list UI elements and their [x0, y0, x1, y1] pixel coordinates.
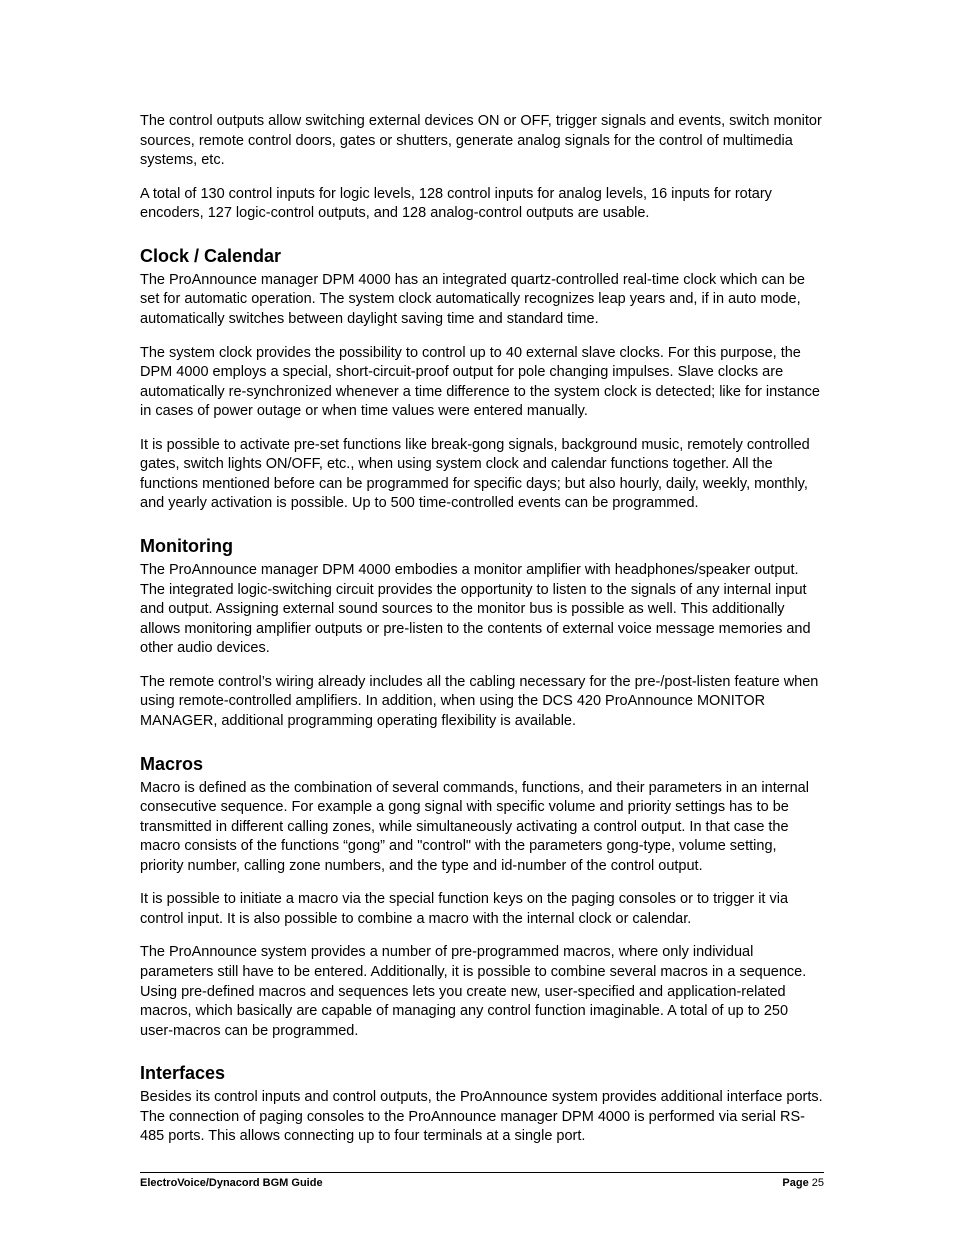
footer-page-number: 25	[812, 1177, 824, 1189]
document-page: The control outputs allow switching exte…	[0, 0, 954, 1235]
paragraph: The ProAnnounce system provides a number…	[140, 943, 824, 1041]
paragraph: A total of 130 control inputs for logic …	[140, 185, 824, 224]
paragraph: Macro is defined as the combination of s…	[140, 779, 824, 877]
heading-macros: Macros	[140, 754, 824, 775]
footer-page: Page 25	[782, 1177, 824, 1189]
paragraph: It is possible to activate pre-set funct…	[140, 436, 824, 514]
footer-row: ElectroVoice/Dynacord BGM Guide Page 25	[140, 1173, 824, 1189]
heading-clock-calendar: Clock / Calendar	[140, 246, 824, 267]
heading-monitoring: Monitoring	[140, 536, 824, 557]
footer-title: ElectroVoice/Dynacord BGM Guide	[140, 1177, 323, 1189]
paragraph: The system clock provides the possibilit…	[140, 344, 824, 422]
paragraph: The ProAnnounce manager DPM 4000 embodie…	[140, 561, 824, 659]
paragraph: Besides its control inputs and control o…	[140, 1088, 824, 1147]
paragraph: The ProAnnounce manager DPM 4000 has an …	[140, 271, 824, 330]
footer-page-label: Page	[782, 1177, 808, 1189]
paragraph: The remote control’s wiring already incl…	[140, 673, 824, 732]
heading-interfaces: Interfaces	[140, 1063, 824, 1084]
paragraph: It is possible to initiate a macro via t…	[140, 890, 824, 929]
page-footer: ElectroVoice/Dynacord BGM Guide Page 25	[140, 1172, 824, 1189]
paragraph: The control outputs allow switching exte…	[140, 112, 824, 171]
